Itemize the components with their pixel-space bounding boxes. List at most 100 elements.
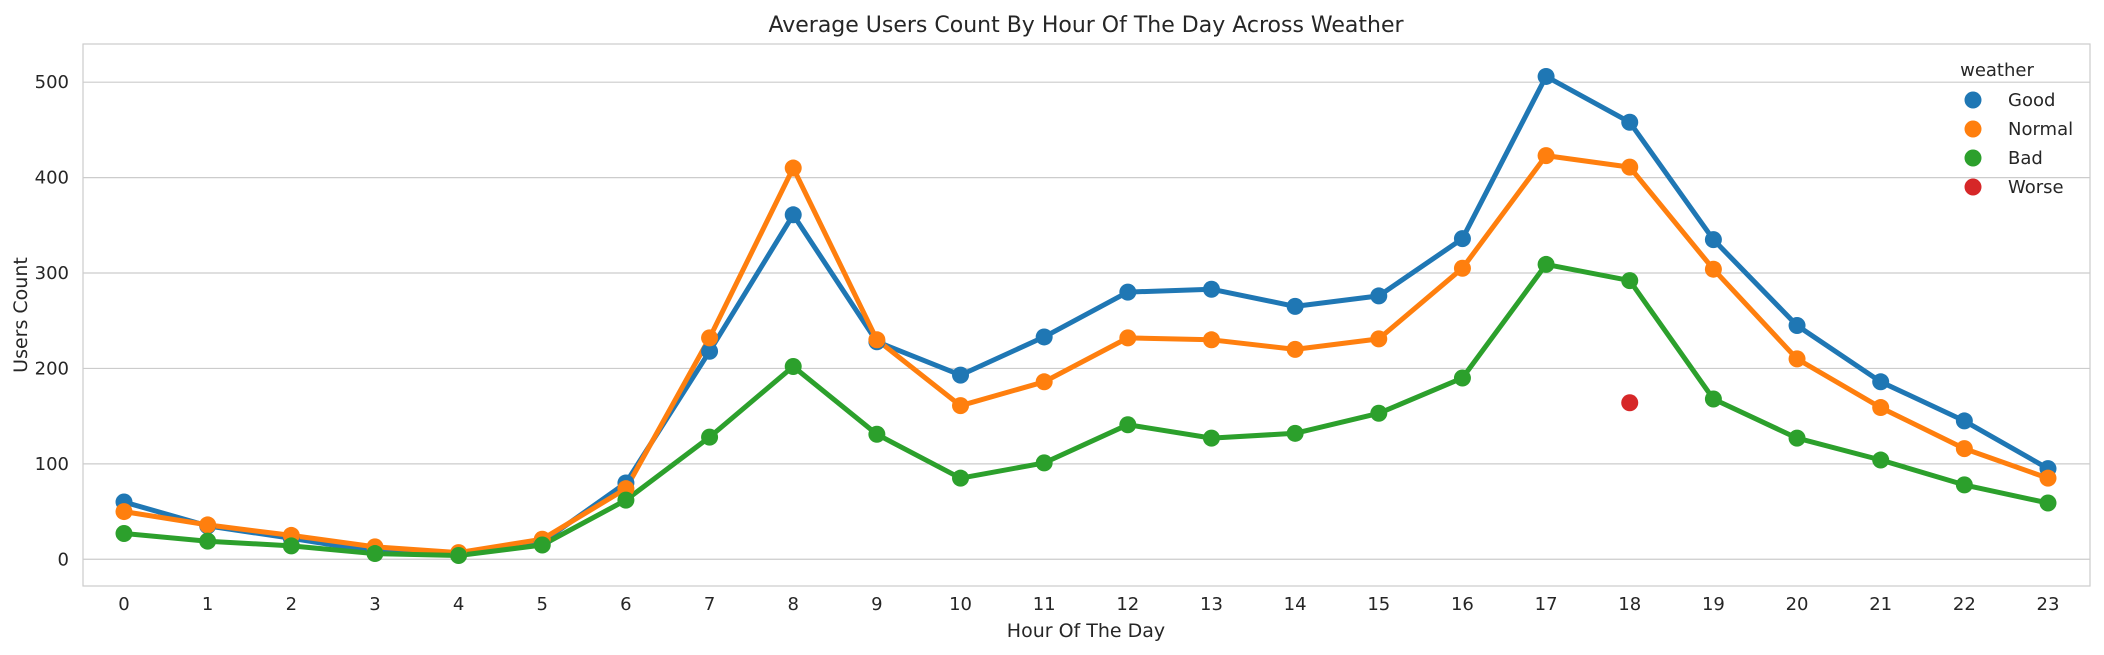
x-tick-label: 1 xyxy=(202,594,213,615)
data-point-normal xyxy=(1537,147,1555,165)
x-tick-label: 21 xyxy=(1869,594,1892,615)
legend-label-bad: Bad xyxy=(2008,148,2043,169)
x-tick-label: 6 xyxy=(620,594,631,615)
x-tick-label: 0 xyxy=(118,594,129,615)
data-point-normal xyxy=(952,397,970,415)
data-point-bad xyxy=(1119,416,1137,434)
data-point-bad xyxy=(1453,369,1471,387)
data-point-good xyxy=(1202,280,1220,298)
data-point-normal xyxy=(784,159,802,177)
data-point-normal xyxy=(1202,331,1220,349)
legend-marker-bad xyxy=(1964,149,1982,167)
data-point-bad xyxy=(701,428,719,446)
x-tick-label: 16 xyxy=(1451,594,1474,615)
legend-marker-normal xyxy=(1964,120,1982,138)
data-point-normal xyxy=(1453,259,1471,277)
x-tick-label: 7 xyxy=(704,594,715,615)
data-point-bad xyxy=(1955,476,1973,494)
chart-title: Average Users Count By Hour Of The Day A… xyxy=(768,13,1404,38)
y-axis-label: Users Count xyxy=(10,257,32,373)
data-point-bad xyxy=(533,536,551,554)
legend-label-good: Good xyxy=(2008,90,2055,111)
data-point-good xyxy=(1286,297,1304,315)
data-point-bad xyxy=(1370,404,1388,422)
data-point-bad xyxy=(1202,429,1220,447)
data-point-bad xyxy=(1035,454,1053,472)
data-point-bad xyxy=(868,425,886,443)
data-point-bad xyxy=(2039,494,2057,512)
data-point-bad xyxy=(1872,451,1890,469)
data-point-good xyxy=(1788,316,1806,334)
y-tick-label: 100 xyxy=(35,454,69,475)
data-point-bad xyxy=(784,358,802,376)
data-point-normal xyxy=(1286,340,1304,358)
legend-title: weather xyxy=(1960,60,2034,81)
data-point-bad xyxy=(1704,390,1722,408)
legend-marker-good xyxy=(1964,91,1982,109)
series-line-bad xyxy=(121,261,2051,558)
x-tick-label: 4 xyxy=(453,594,464,615)
data-point-bad xyxy=(450,546,468,564)
series-lines xyxy=(121,73,2051,558)
x-tick-label: 10 xyxy=(949,594,972,615)
data-point-normal xyxy=(1955,440,1973,458)
data-point-good xyxy=(1119,283,1137,301)
x-ticks: 0 1 2 3 4 5 6 7 8 9 10 11 12 13 14 15 16 17 18 19 20 21 22 23 xyxy=(118,594,2059,615)
data-point-normal xyxy=(1119,329,1137,347)
data-point-normal xyxy=(1370,330,1388,348)
data-point-good xyxy=(1453,230,1471,248)
x-tick-label: 17 xyxy=(1535,594,1558,615)
data-point-bad xyxy=(1537,255,1555,273)
y-tick-label: 200 xyxy=(35,358,69,379)
data-point-good xyxy=(1537,67,1555,85)
x-tick-label: 19 xyxy=(1702,594,1725,615)
data-point-normal xyxy=(1621,158,1639,176)
data-point-good xyxy=(1621,113,1639,131)
data-point-bad xyxy=(199,532,217,550)
series-line-normal xyxy=(121,153,2051,556)
x-tick-label: 14 xyxy=(1284,594,1307,615)
data-point-good xyxy=(1035,328,1053,346)
data-point-bad xyxy=(952,469,970,487)
data-point-bad xyxy=(1286,424,1304,442)
data-point-bad xyxy=(366,545,384,563)
data-point-bad xyxy=(1621,272,1639,290)
data-point-worse xyxy=(1621,394,1639,412)
x-tick-label: 2 xyxy=(286,594,297,615)
x-tick-label: 15 xyxy=(1367,594,1390,615)
x-tick-label: 5 xyxy=(537,594,548,615)
x-tick-label: 8 xyxy=(787,594,798,615)
x-tick-label: 23 xyxy=(2037,594,2060,615)
y-tick-label: 500 xyxy=(35,72,69,93)
data-point-normal xyxy=(1872,399,1890,417)
x-tick-label: 13 xyxy=(1200,594,1223,615)
data-point-normal xyxy=(701,329,719,347)
legend: weather Good Normal Bad Worse xyxy=(1960,60,2073,198)
legend-marker-worse xyxy=(1964,178,1982,196)
data-point-normal xyxy=(1035,373,1053,391)
x-tick-label: 3 xyxy=(369,594,380,615)
legend-label-normal: Normal xyxy=(2008,119,2073,140)
data-point-good xyxy=(784,206,802,224)
data-point-normal xyxy=(1704,260,1722,278)
data-point-normal xyxy=(1788,350,1806,368)
data-point-good xyxy=(701,342,719,360)
y-ticks: 0 100 200 300 400 500 xyxy=(35,72,69,570)
data-point-bad xyxy=(617,491,635,509)
grid xyxy=(83,81,2090,560)
data-point-good xyxy=(1370,287,1388,305)
x-tick-label: 20 xyxy=(1786,594,1809,615)
y-tick-label: 0 xyxy=(58,549,69,570)
y-tick-label: 400 xyxy=(35,168,69,189)
data-point-normal xyxy=(115,503,133,521)
legend-label-worse: Worse xyxy=(2008,177,2064,198)
data-point-bad xyxy=(1788,429,1806,447)
data-point-normal xyxy=(199,516,217,534)
series-points xyxy=(115,67,2057,564)
data-point-good xyxy=(952,366,970,384)
data-point-normal xyxy=(868,331,886,349)
data-point-good xyxy=(1872,373,1890,391)
data-point-good xyxy=(1955,412,1973,430)
x-tick-label: 22 xyxy=(1953,594,1976,615)
